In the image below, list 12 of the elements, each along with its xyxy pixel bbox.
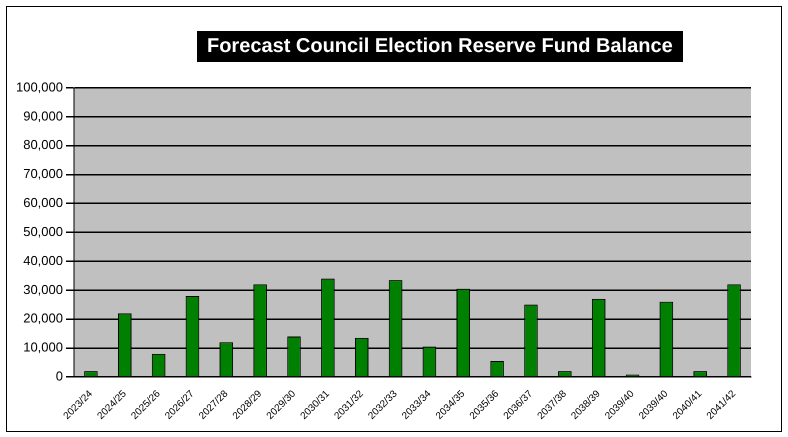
y-tick-label: 60,000 xyxy=(23,195,63,210)
y-tick-label: 0 xyxy=(56,368,63,384)
chart-title: Forecast Council Election Reserve Fund Balance xyxy=(197,31,683,62)
y-tick-label: 70,000 xyxy=(23,166,63,182)
y-tick-label: 80,000 xyxy=(23,137,63,152)
y-tick-label: 50,000 xyxy=(23,224,63,239)
y-tick-label: 90,000 xyxy=(23,108,63,124)
y-tick-label: 10,000 xyxy=(23,340,63,355)
y-tick-label: 100,000 xyxy=(16,79,63,94)
y-tick-label: 40,000 xyxy=(23,252,63,268)
y-tick-label: 20,000 xyxy=(23,310,63,326)
y-tick-label: 30,000 xyxy=(23,282,63,297)
